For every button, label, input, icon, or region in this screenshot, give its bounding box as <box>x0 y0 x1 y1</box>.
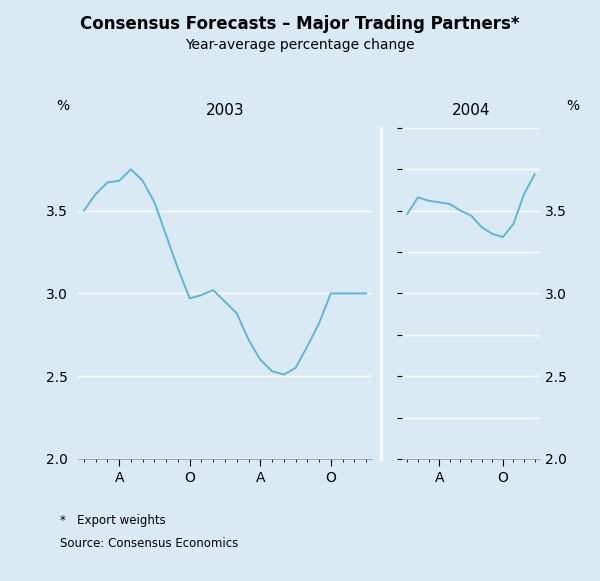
Text: %: % <box>566 99 580 113</box>
Text: 2003: 2003 <box>206 103 244 118</box>
Text: Source: Consensus Economics: Source: Consensus Economics <box>60 537 238 550</box>
Text: %: % <box>56 99 70 113</box>
Text: 2004: 2004 <box>452 103 490 118</box>
Text: Year-average percentage change: Year-average percentage change <box>185 38 415 52</box>
Text: Consensus Forecasts – Major Trading Partners*: Consensus Forecasts – Major Trading Part… <box>80 15 520 33</box>
Text: *   Export weights: * Export weights <box>60 514 166 527</box>
